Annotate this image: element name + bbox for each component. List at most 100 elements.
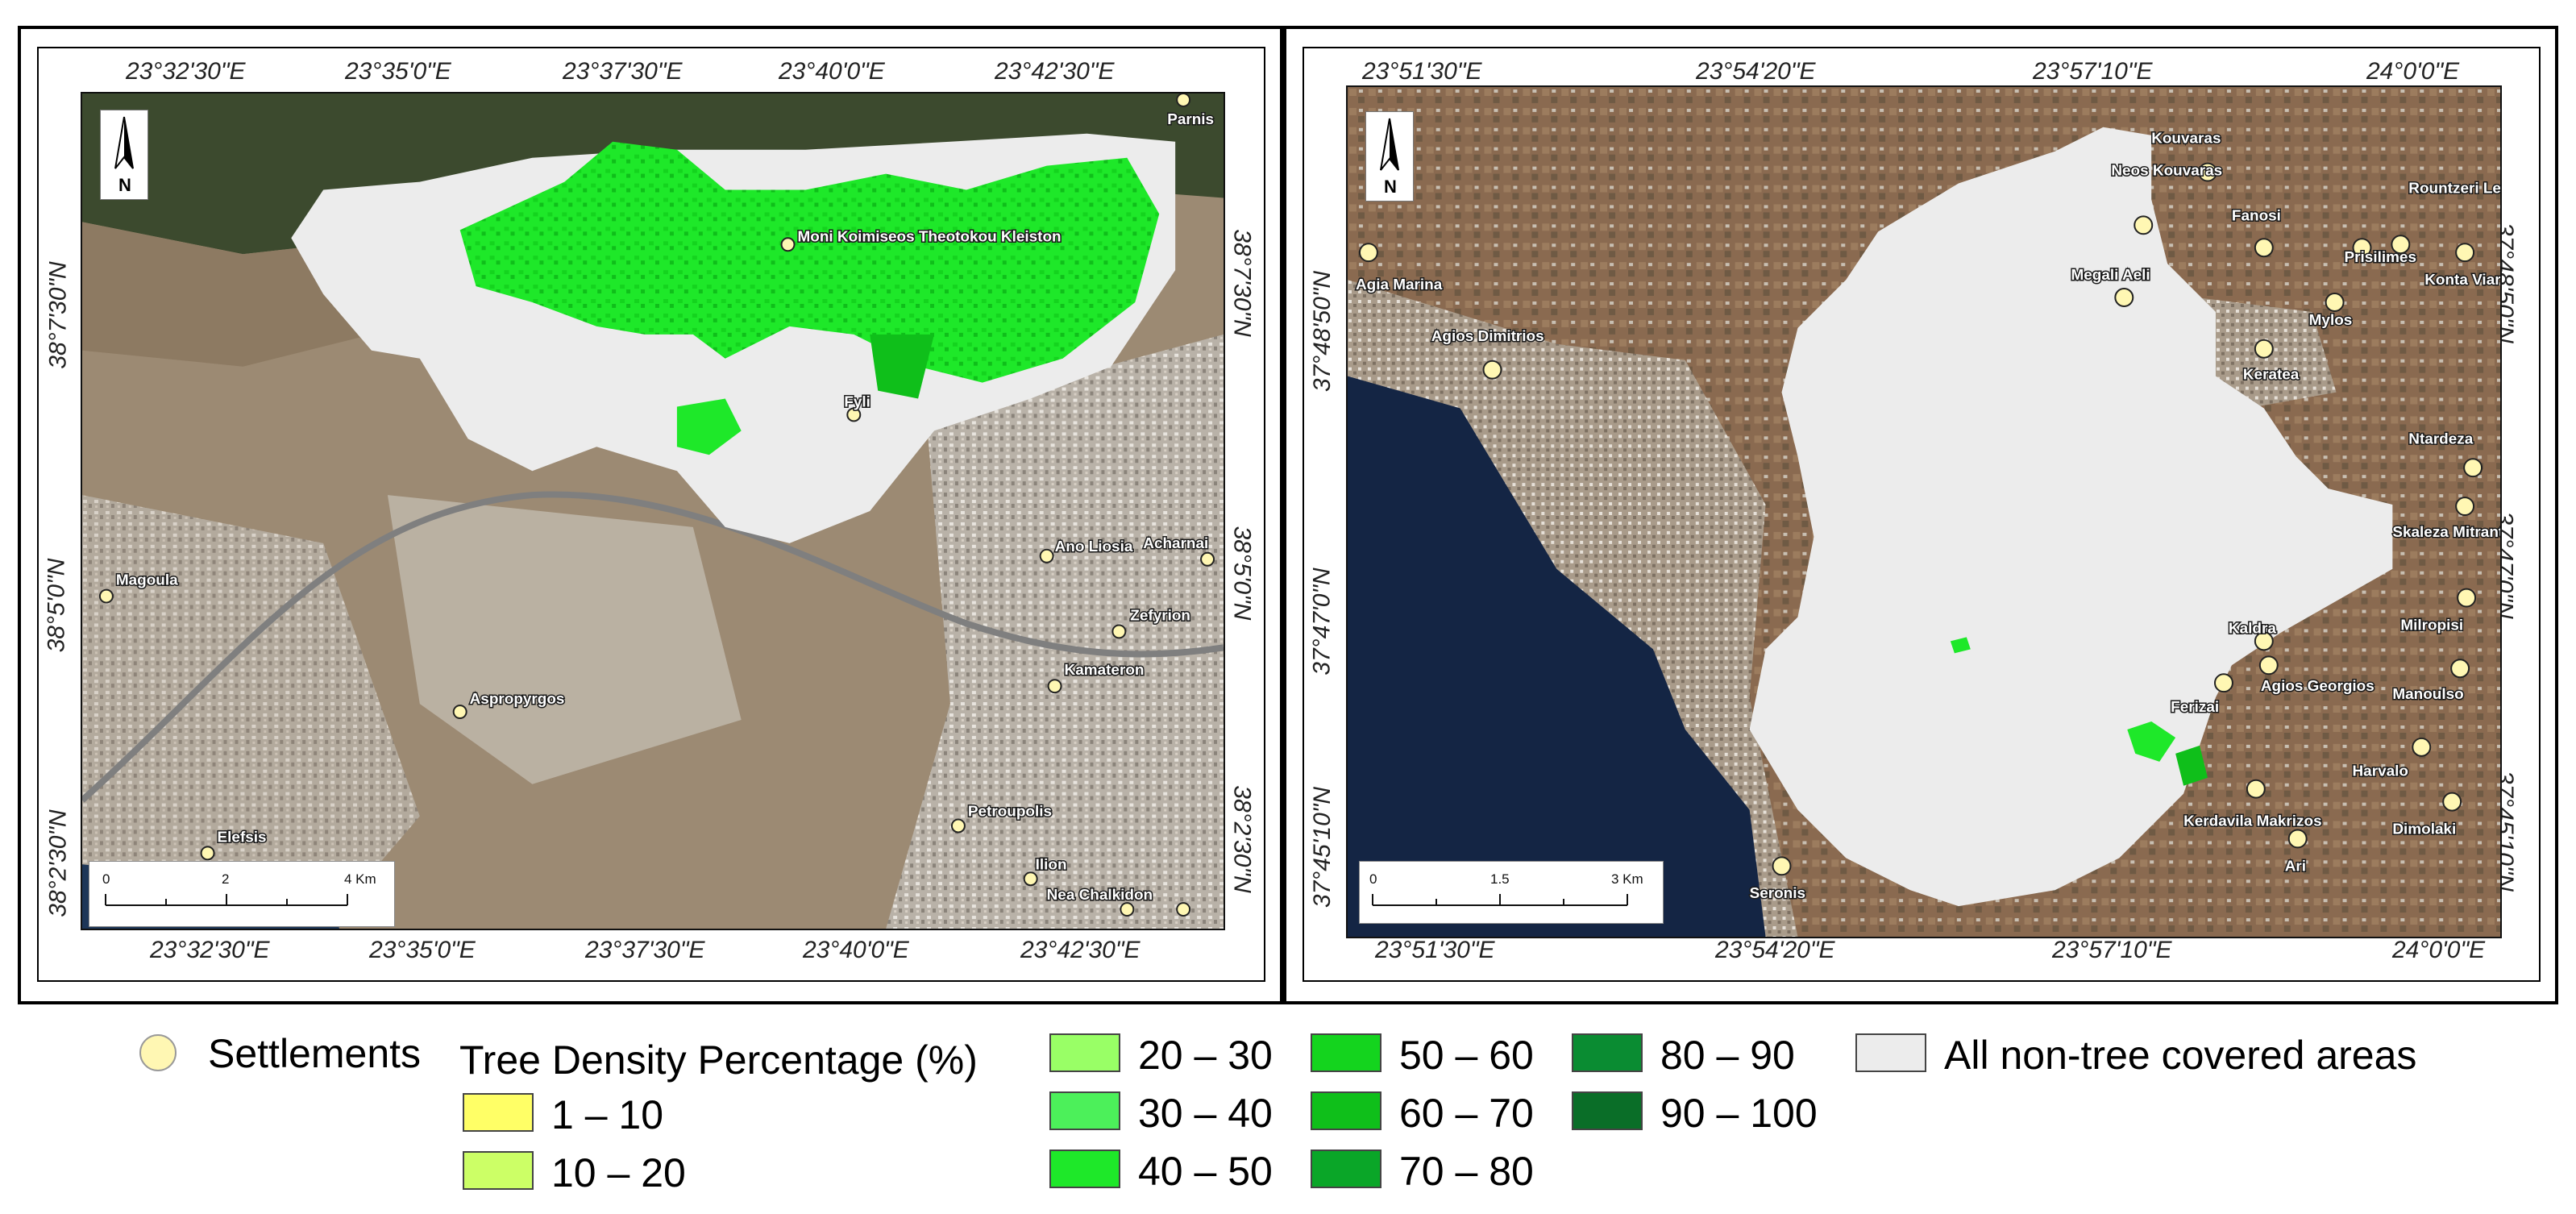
legend-swatch-7 xyxy=(1311,1091,1381,1130)
right-bottom-tick: 23°54'20"E xyxy=(1715,937,1835,963)
tree-density-patch xyxy=(459,141,1160,383)
settlement-label: Magoula xyxy=(116,572,178,589)
industrial-zone xyxy=(387,495,742,784)
tree-density-patch xyxy=(870,334,935,399)
settlement-label: Agios Dimitrios xyxy=(1431,328,1544,345)
settlement-label: Elefsis xyxy=(218,829,267,846)
legend-label: 90 – 100 xyxy=(1660,1091,1818,1136)
legend-swatch-10 xyxy=(1572,1091,1643,1130)
settlement-label: Kaldra xyxy=(2229,620,2276,637)
settlement-label: Konta Viara xyxy=(2424,272,2500,289)
legend-swatch-9 xyxy=(1572,1033,1643,1072)
settlement-label: Ferizai xyxy=(2171,699,2219,716)
right-satellite-map: Kouvaras Neos Kouvaras Fanosi Rountzeri … xyxy=(1346,85,2502,938)
legend-title: Tree Density Percentage (%) xyxy=(459,1037,978,1083)
urban-west xyxy=(82,495,420,929)
left-bottom-tick: 23°40'0"E xyxy=(803,937,909,963)
settlement-label: Kouvaras xyxy=(2151,131,2221,148)
legend-label: 20 – 30 xyxy=(1138,1033,1273,1078)
left-left-tick: 38°7'30"N xyxy=(44,261,72,369)
legend-settlements-label: Settlements xyxy=(208,1031,422,1076)
legend-swatch-nontree xyxy=(1855,1033,1926,1072)
settlement-label: Acharnai xyxy=(1143,535,1208,552)
left-bottom-tick: 23°32'30"E xyxy=(150,937,270,963)
settlement-label: Kerdavila Makrizos xyxy=(2183,813,2322,830)
legend-label: 1 – 10 xyxy=(551,1092,664,1137)
legend-swatch-3 xyxy=(1049,1033,1120,1072)
right-left-tick: 37°48'50"N xyxy=(1309,270,1336,393)
legend-swatch-2 xyxy=(463,1151,534,1190)
right-map-imagery: Kouvaras Neos Kouvaras Fanosi Rountzeri … xyxy=(1348,87,2500,937)
legend-swatch-5 xyxy=(1049,1150,1120,1188)
legend-label: 80 – 90 xyxy=(1660,1033,1795,1078)
highway xyxy=(82,491,1224,803)
settlement-label: Aspropyrgos xyxy=(470,691,565,708)
legend-label: 40 – 50 xyxy=(1138,1149,1273,1194)
settlement-label: Keratea xyxy=(2243,367,2300,384)
legend-label: 60 – 70 xyxy=(1399,1091,1534,1136)
right-top-tick: 23°57'10"E xyxy=(2033,58,2153,85)
settlement-label: Neos Kouvaras xyxy=(2111,163,2222,180)
settlement-label: Agia Marina xyxy=(1356,276,1443,293)
north-arrow: N xyxy=(100,110,148,200)
scale-bar: 0 1.5 3 Km xyxy=(1359,861,1664,924)
left-top-tick: 23°42'30"E xyxy=(995,58,1115,85)
north-arrow: N xyxy=(1365,111,1414,202)
left-map-neatline xyxy=(37,47,1265,982)
left-left-tick: 38°2'30"N xyxy=(44,809,72,917)
scale-bar-graphic xyxy=(105,894,348,906)
settlement-label: Megali Aeli xyxy=(2071,267,2150,284)
left-bottom-tick: 23°37'30"E xyxy=(585,937,705,963)
tree-density-patch xyxy=(2175,745,2208,786)
left-bottom-tick: 23°35'0"E xyxy=(369,937,476,963)
settlement-label: Milropisi xyxy=(2400,617,2463,634)
settlement-label: Mylos xyxy=(2309,312,2353,329)
legend-label: 30 – 40 xyxy=(1138,1091,1273,1136)
settlement-label: Ilion xyxy=(1036,856,1067,873)
settlement-label: Zefyrion xyxy=(1130,607,1190,624)
legend-swatch-4 xyxy=(1049,1091,1120,1130)
legend-swatch-8 xyxy=(1311,1150,1381,1188)
settlement-label: Petroupolis xyxy=(968,804,1052,821)
settlement-label: Skaleza Mitrantoni xyxy=(2392,524,2500,541)
settlement-label: Dimolaki xyxy=(2392,821,2456,838)
scale-label: 0 xyxy=(102,871,110,887)
settlement-label: Seronis xyxy=(1750,885,1805,902)
settlement-label: Kamateron xyxy=(1065,662,1145,679)
left-top-tick: 23°40'0"E xyxy=(779,58,885,85)
legend-nontree-label: All non-tree covered areas xyxy=(1944,1033,2417,1078)
settlement-label: Manoulso xyxy=(2392,686,2463,703)
settlement-symbol-icon xyxy=(139,1034,177,1071)
right-bottom-tick: 23°57'10"E xyxy=(2052,937,2172,963)
scale-bar-graphic xyxy=(1372,894,1628,906)
settlement-label: Ntardeza xyxy=(2408,430,2473,447)
left-top-tick: 23°32'30"E xyxy=(126,58,246,85)
settlement-label: Harvalo xyxy=(2353,763,2408,780)
settlement-label: Fanosi xyxy=(2232,207,2281,224)
left-right-tick: 38°7'30"N xyxy=(1228,229,1256,337)
settlement-symbol-fill xyxy=(139,1034,177,1071)
nontree-burned-area xyxy=(1749,127,2393,907)
scale-label: 1.5 xyxy=(1490,871,1510,887)
right-bottom-tick: 23°51'30"E xyxy=(1375,937,1495,963)
tree-density-patch xyxy=(676,398,742,455)
right-map-panel: 23°51'30"E 23°54'20"E 23°57'10"E 24°0'0"… xyxy=(1283,26,2558,1004)
left-top-tick: 23°35'0"E xyxy=(345,58,451,85)
settlement-label: Ari xyxy=(2285,858,2306,875)
scale-bar: 0 2 4 Km xyxy=(89,861,395,927)
legend-label: 50 – 60 xyxy=(1399,1033,1534,1078)
tree-density-patch xyxy=(1950,637,1971,654)
right-top-tick: 23°51'30"E xyxy=(1362,58,1482,85)
settlement-label: Nea Chalkidon xyxy=(1047,887,1153,904)
left-map-panel: 23°32'30"E 23°35'0"E 23°37'30"E 23°40'0"… xyxy=(18,26,1283,1004)
settlement-label: Fyli xyxy=(844,394,870,411)
left-map-imagery: Parnis Moni Koimiseos Theotokou Kleiston… xyxy=(82,94,1224,929)
legend-label: 10 – 20 xyxy=(551,1150,686,1195)
right-bottom-tick: 24°0'0"E xyxy=(2392,937,2486,963)
scale-label: 3 Km xyxy=(1611,871,1643,887)
left-bottom-tick: 23°42'30"E xyxy=(1020,937,1141,963)
settlement-label: Agios Georgios xyxy=(2261,678,2374,695)
right-map-neatline xyxy=(1303,47,2541,982)
settlement-label: Moni Koimiseos Theotokou Kleiston xyxy=(797,228,1061,245)
north-arrow-icon: N xyxy=(1380,118,1399,197)
